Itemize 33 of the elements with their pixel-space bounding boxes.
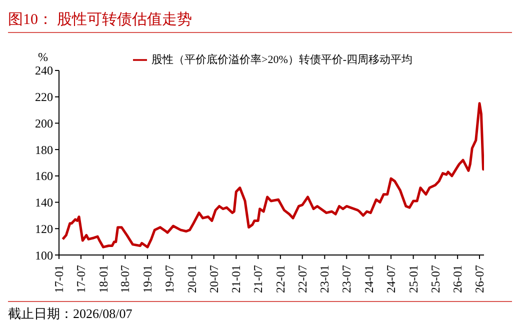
y-tick-label: 120 — [35, 222, 53, 236]
x-tick-label: 26-07 — [472, 265, 487, 293]
x-tick-label: 18-01 — [96, 265, 110, 293]
x-tick-label: 21-01 — [229, 265, 244, 293]
x-tick-label: 19-07 — [162, 265, 176, 293]
text: 截止日期：2026/08/07 — [8, 305, 132, 323]
legend-label: 股性（平价底价溢价率>20%）转债平价-四周移动平均 — [151, 54, 413, 66]
chart-title: 图10： 股性可转债估值走势 — [8, 10, 193, 30]
y-tick-label: 140 — [35, 196, 53, 210]
x-tick-label: 20-01 — [184, 265, 199, 293]
x-tick-label: 17-01 — [52, 265, 66, 293]
y-tick-label: 240 — [35, 64, 53, 78]
x-tick-label: 23-01 — [318, 265, 332, 293]
x-tick-label: 19-01 — [140, 265, 155, 293]
x-tick-label: 18-07 — [118, 265, 132, 293]
x-tick-label: 22-07 — [295, 265, 310, 293]
x-tick-label: 23-07 — [340, 265, 354, 293]
y-tick-label: 100 — [35, 248, 53, 262]
x-tick-label: 21-07 — [251, 265, 266, 293]
x-tick-label: 20-07 — [206, 265, 221, 293]
line-series — [62, 102, 484, 248]
x-tick-label: 24-01 — [362, 265, 376, 293]
y-tick-label: 220 — [35, 90, 53, 104]
x-tick-label: 26-01 — [450, 265, 465, 293]
y-tick-label: 160 — [35, 169, 53, 184]
y-axis-title: % — [38, 50, 48, 65]
y-tick-label: 200 — [35, 116, 53, 130]
x-tick-label: 25-01 — [406, 265, 420, 293]
x-tick-label: 22-01 — [273, 265, 288, 293]
x-tick-label: 25-07 — [428, 265, 442, 293]
x-tick-label: 24-07 — [384, 265, 398, 293]
x-tick-label: 17-07 — [74, 265, 88, 293]
y-tick-label: 180 — [35, 142, 53, 157]
